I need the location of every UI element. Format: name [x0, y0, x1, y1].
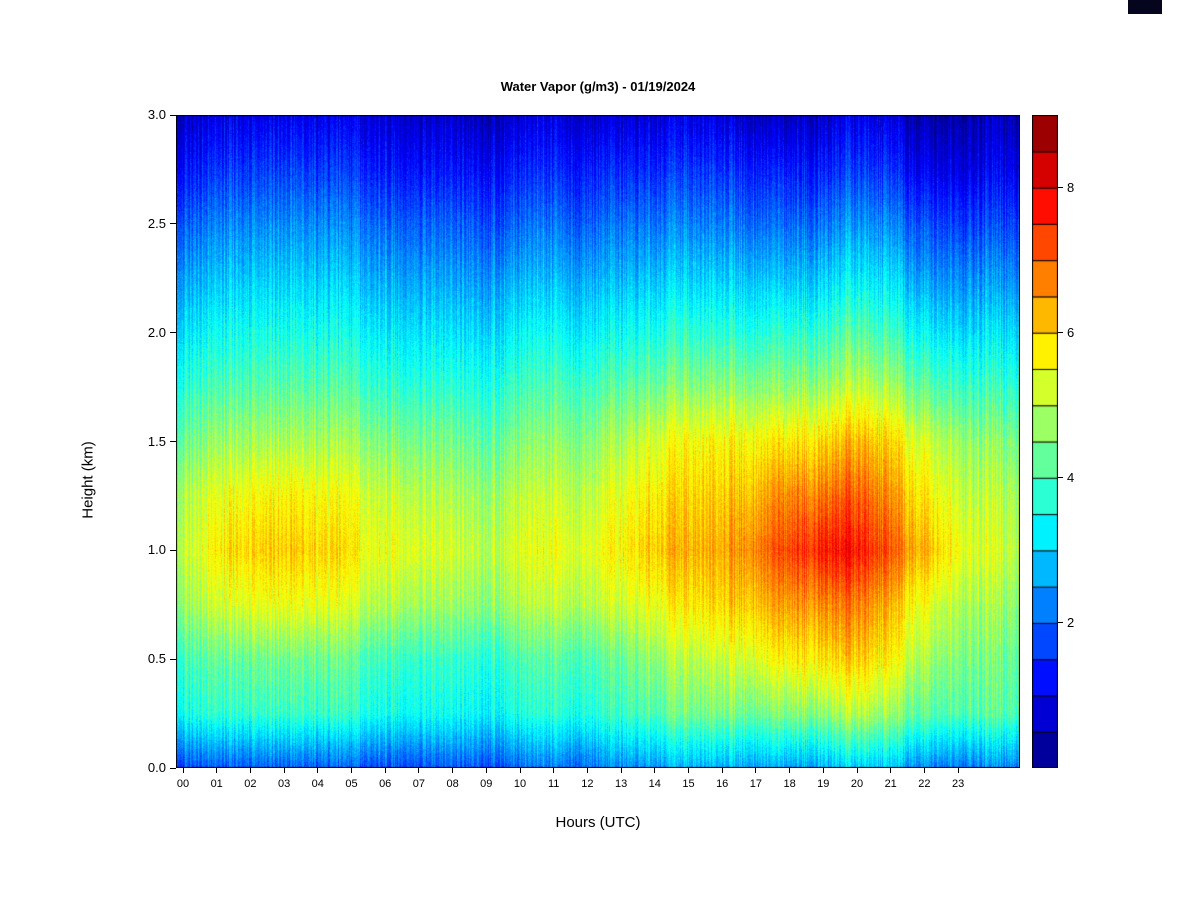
y-tick-label: 1.5 — [147, 433, 166, 449]
x-tick-label: 07 — [412, 778, 426, 790]
x-tick-label: 09 — [480, 778, 493, 790]
x-tick-mark — [452, 768, 454, 773]
x-tick-label: 22 — [918, 778, 931, 790]
x-tick-mark — [957, 768, 959, 773]
x-tick-label: 15 — [682, 778, 695, 790]
x-tick-mark — [249, 768, 251, 773]
x-tick-mark — [384, 768, 386, 773]
colorbar-tick-mark — [1058, 187, 1063, 189]
y-tick-label: 3.0 — [147, 107, 166, 122]
x-tick-label: 16 — [716, 778, 729, 790]
x-tick-label: 19 — [817, 778, 830, 790]
y-tick-mark — [170, 658, 176, 660]
x-tick-mark — [721, 768, 723, 773]
y-tick-mark — [170, 549, 176, 551]
x-tick-mark — [216, 768, 218, 773]
colorbar-tick-mark — [1058, 477, 1063, 479]
x-tick-label: 00 — [176, 778, 190, 790]
x-tick-label: 04 — [311, 778, 324, 790]
x-tick-mark — [789, 768, 791, 773]
x-tick-mark — [923, 768, 925, 773]
colorbar-tick-label: 6 — [1067, 324, 1075, 340]
x-tick-label: 08 — [446, 778, 459, 790]
x-tick-label: 17 — [749, 778, 763, 790]
x-tick-mark — [586, 768, 588, 773]
x-tick-label: 01 — [210, 778, 223, 790]
x-tick-label: 05 — [345, 778, 358, 790]
y-tick-label: 1.0 — [147, 542, 166, 558]
x-tick-mark — [688, 768, 689, 773]
x-tick-label: 10 — [513, 778, 527, 790]
x-tick-label: 20 — [850, 778, 864, 790]
colorbar-canvas — [1032, 115, 1058, 768]
x-tick-label: 23 — [951, 778, 965, 790]
y-tick-mark — [170, 332, 176, 334]
colorbar-tick-mark — [1058, 622, 1063, 624]
x-tick-mark — [755, 768, 757, 773]
colorbar-tick-label: 2 — [1067, 614, 1075, 630]
x-tick-mark — [654, 768, 656, 773]
top-right-swatch — [1128, 0, 1162, 14]
colorbar-tick-mark — [1058, 332, 1063, 334]
x-tick-mark — [822, 768, 824, 773]
x-tick-mark — [485, 768, 487, 773]
colorbar-tick-label: 8 — [1067, 179, 1075, 195]
x-tick-label: 12 — [581, 778, 594, 790]
x-tick-label: 02 — [244, 778, 257, 790]
x-tick-mark — [553, 768, 555, 773]
colorbar-tick-label: 4 — [1067, 469, 1075, 485]
x-tick-mark — [890, 768, 892, 773]
y-tick-mark — [170, 767, 176, 769]
y-tick-label: 0.0 — [147, 760, 166, 775]
x-tick-mark — [351, 768, 352, 773]
x-tick-label: 03 — [277, 778, 291, 790]
y-tick-label: 2.5 — [147, 215, 166, 231]
x-tick-mark — [620, 768, 622, 773]
y-tick-mark — [170, 114, 176, 116]
x-tick-mark — [317, 768, 319, 773]
x-tick-label: 14 — [648, 778, 661, 790]
heatmap-canvas — [176, 115, 1020, 768]
x-tick-mark — [283, 768, 285, 773]
y-tick-mark — [170, 441, 176, 442]
x-tick-mark — [182, 768, 184, 773]
x-tick-mark — [418, 768, 420, 773]
x-tick-label: 13 — [614, 778, 628, 790]
chart-title: Water Vapor (g/m3) - 01/19/2024 — [500, 79, 696, 94]
x-tick-mark — [856, 768, 858, 773]
x-tick-label: 21 — [884, 778, 897, 790]
x-tick-label: 11 — [547, 778, 560, 790]
x-tick-label: 18 — [783, 778, 796, 790]
x-tick-mark — [519, 768, 521, 773]
x-axis-title: Hours (UTC) — [555, 814, 641, 831]
x-tick-label: 06 — [379, 778, 392, 790]
y-tick-label: 2.0 — [147, 324, 166, 340]
y-tick-label: 0.5 — [147, 651, 166, 667]
y-axis-title: Height (km) — [79, 441, 97, 519]
y-tick-mark — [170, 223, 176, 225]
